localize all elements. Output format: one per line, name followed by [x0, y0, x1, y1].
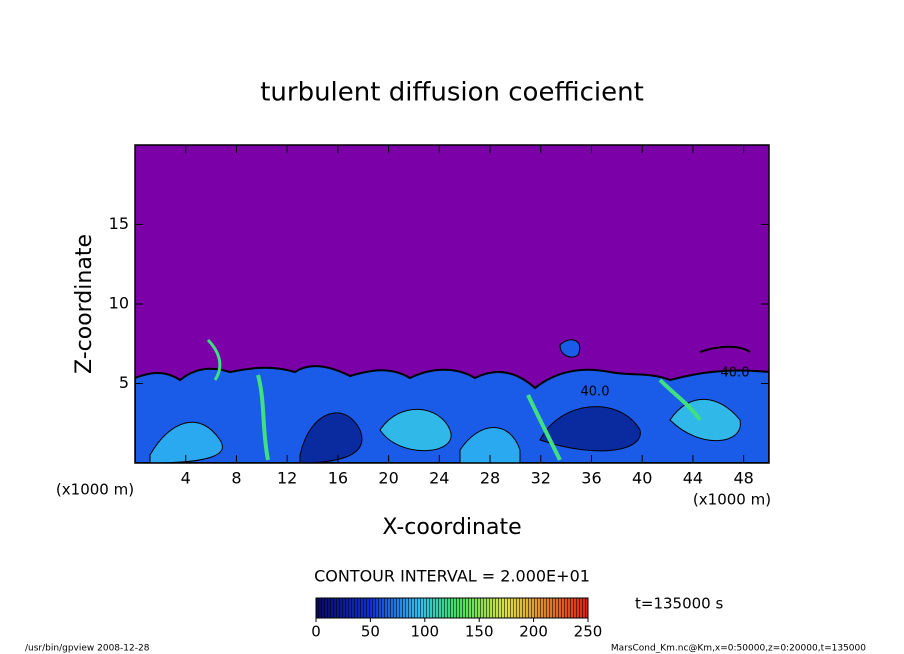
x-tick-label: 16 — [328, 469, 348, 488]
footer-left: /usr/bin/gpview 2008-12-28 — [25, 644, 150, 654]
x-unit-label: (x1000 m) — [693, 491, 771, 509]
contour-label: 40.0 — [581, 385, 610, 400]
colorbar-tick-label: 100 — [410, 623, 439, 641]
chart-title: turbulent diffusion coefficient — [260, 78, 644, 108]
colorbar-tick-label: 0 — [311, 623, 321, 641]
x-tick-label: 44 — [683, 469, 703, 488]
contour-field — [135, 145, 769, 463]
time-label: t=135000 s — [635, 595, 723, 613]
contour-interval: CONTOUR INTERVAL = 2.000E+01 — [314, 567, 590, 586]
footer-right: MarsCond_Km.nc@Km,x=0:50000,z=0:20000,t=… — [611, 644, 866, 654]
x-tick-label: 40 — [632, 469, 652, 488]
x-axis-label: X-coordinate — [382, 515, 521, 540]
colorbar-tick-label: 150 — [465, 623, 494, 641]
x-tick-label: 4 — [181, 469, 191, 488]
x-unit-label: (x1000 m) — [56, 481, 134, 499]
x-tick-label: 36 — [581, 469, 601, 488]
y-tick-label: 15 — [109, 214, 129, 233]
x-tick-label: 28 — [480, 469, 500, 488]
x-tick-label: 20 — [378, 469, 398, 488]
x-tick-label: 32 — [531, 469, 551, 488]
colorbar — [315, 597, 589, 619]
colorbar-tick-label: 50 — [361, 623, 380, 641]
x-tick-label: 8 — [231, 469, 241, 488]
y-tick-label: 10 — [109, 294, 129, 313]
colorbar-tick-label: 250 — [574, 623, 603, 641]
colorbar-tick-label: 200 — [519, 623, 548, 641]
x-tick-label: 12 — [277, 469, 297, 488]
x-tick-label: 24 — [429, 469, 449, 488]
x-tick-label: 48 — [733, 469, 753, 488]
y-tick-label: 5 — [119, 373, 129, 392]
y-axis-label: Z-coordinate — [72, 234, 97, 374]
contour-label: 40.0 — [721, 366, 750, 381]
colorbar-frame — [315, 597, 589, 619]
